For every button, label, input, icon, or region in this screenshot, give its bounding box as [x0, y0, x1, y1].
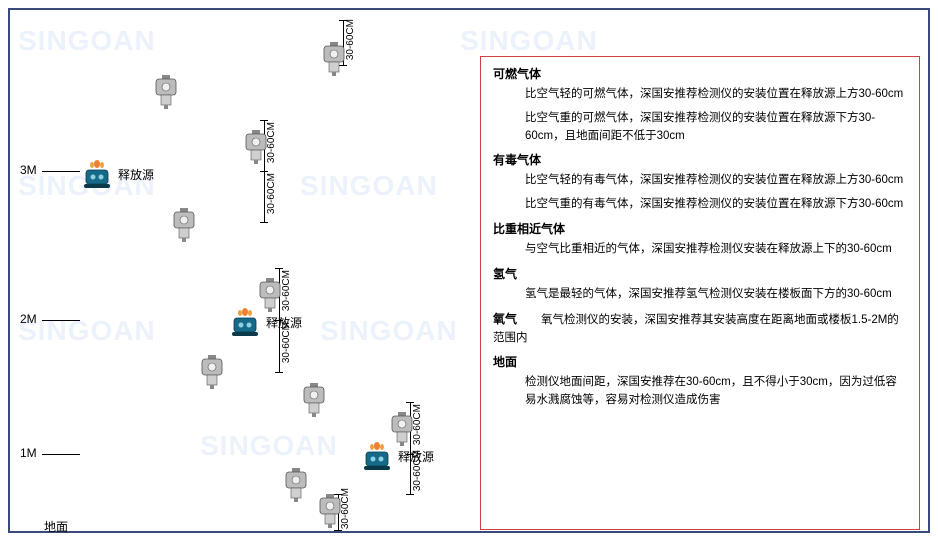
detector-icon	[300, 383, 328, 417]
info-panel: 可燃气体比空气轻的可燃气体，深国安推荐检测仪的安装位置在释放源上方30-60cm…	[480, 56, 920, 530]
source-icon	[230, 308, 260, 336]
section-heading: 有毒气体	[493, 151, 907, 168]
axis-tick-line	[42, 454, 80, 455]
detector-icon	[198, 355, 226, 389]
dimension-cap	[406, 402, 414, 403]
section-text: 与空气比重相近的气体，深国安推荐检测仪安装在释放源上下的30-60cm	[525, 241, 907, 259]
section-text: 氧气检测仪的安装，深国安推荐其安装高度在距离地面或楼板1.5-2M的范围内	[493, 314, 899, 344]
axis-tick-label: 2M	[20, 312, 37, 326]
detector-icon	[316, 494, 344, 528]
section-text: 检测仪地面间距，深国安推荐在30-60cm，且不得小于30cm，因为过低容易水溅…	[525, 374, 907, 410]
detector-icon	[388, 412, 416, 446]
source-icon	[362, 442, 392, 470]
detector-icon	[152, 75, 180, 109]
dimension-cap	[406, 494, 414, 495]
detector-icon	[320, 42, 348, 76]
section-text: 比空气轻的有毒气体，深国安推荐检测仪的安装位置在释放源上方30-60cm	[525, 172, 907, 190]
section-heading: 可燃气体	[493, 65, 907, 82]
section-text: 比空气重的有毒气体，深国安推荐检测仪的安装位置在释放源下方30-60cm	[525, 196, 907, 214]
source-label: 释放源	[266, 314, 302, 331]
dimension-cap	[275, 268, 283, 269]
detector-icon	[282, 468, 310, 502]
dimension-cap	[260, 120, 268, 121]
axis-tick-label: 3M	[20, 163, 37, 177]
axis-tick-line	[42, 171, 80, 172]
ground-label: 地面	[44, 518, 68, 535]
source-icon	[82, 160, 112, 188]
detector-icon	[256, 278, 284, 312]
section-text: 比空气重的可燃气体，深国安推荐检测仪的安装位置在释放源下方30-60cm，且地面…	[525, 110, 907, 146]
source-label: 释放源	[398, 448, 434, 465]
section-text: 比空气轻的可燃气体，深国安推荐检测仪的安装位置在释放源上方30-60cm	[525, 86, 907, 104]
dimension-cap	[260, 171, 268, 172]
dimension-line	[264, 171, 265, 222]
detector-icon	[170, 208, 198, 242]
section-heading: 氧气	[493, 312, 517, 326]
section-heading: 比重相近气体	[493, 220, 907, 237]
dimension-label: 30-60CM	[266, 173, 277, 214]
section-heading: 地面	[493, 353, 907, 370]
dimension-cap	[275, 372, 283, 373]
dimension-cap	[334, 530, 342, 531]
dimension-cap	[260, 222, 268, 223]
section-heading: 氢气	[493, 265, 907, 282]
axis-tick-label: 1M	[20, 446, 37, 460]
detector-icon	[242, 130, 270, 164]
section-text: 氢气是最轻的气体，深国安推荐氢气检测仪安装在楼板面下方的30-60cm	[525, 286, 907, 304]
source-label: 释放源	[118, 166, 154, 183]
section-inline: 氧气氧气检测仪的安装，深国安推荐其安装高度在距离地面或楼板1.5-2M的范围内	[493, 310, 907, 348]
axis-tick-line	[42, 320, 80, 321]
